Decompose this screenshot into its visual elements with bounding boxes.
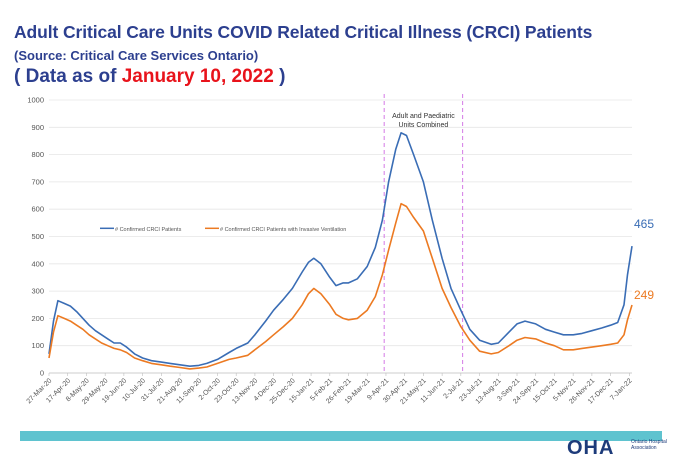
oha-logo: OHA Ontario Hospital Association [567, 437, 677, 461]
y-tick-label: 100 [31, 341, 44, 350]
data-as-of: ( Data as of January 10, 2022 ) [14, 66, 285, 88]
y-tick-label: 900 [31, 123, 44, 132]
y-tick-label: 200 [31, 314, 44, 323]
y-tick-label: 600 [31, 205, 44, 214]
y-tick-label: 300 [31, 287, 44, 296]
asof-close: ) [279, 66, 286, 87]
y-tick-label: 800 [31, 150, 44, 159]
y-tick-label: 500 [31, 232, 44, 241]
footer-bar [20, 431, 662, 441]
logo-subtitle: Ontario Hospital Association [631, 439, 667, 451]
series-line [48, 132, 633, 368]
annotation-text: Units Combined [398, 122, 448, 129]
line-chart: 0100200300400500600700800900100027-Mar-2… [26, 94, 654, 406]
series-line [48, 202, 633, 370]
logo-text: OHA [567, 437, 615, 459]
y-tick-label: 700 [31, 177, 44, 186]
asof-open: ( Data as of [14, 66, 117, 87]
chart-source: (Source: Critical Care Services Ontario) [14, 48, 259, 63]
chart-title: Adult Critical Care Units COVID Related … [14, 22, 593, 42]
series-end-label: 249 [634, 288, 654, 302]
annotation-text: Adult and Paediatric [392, 113, 455, 120]
asof-date: January 10, 2022 [121, 66, 274, 87]
y-tick-label: 1000 [27, 96, 44, 105]
legend-label: # Confirmed CRCI Patients [115, 227, 182, 233]
y-tick-label: 0 [40, 369, 44, 378]
series-end-label: 465 [634, 217, 654, 231]
y-tick-label: 400 [31, 259, 44, 268]
legend-label: # Confirmed CRCI Patients with Invasive … [220, 227, 346, 233]
